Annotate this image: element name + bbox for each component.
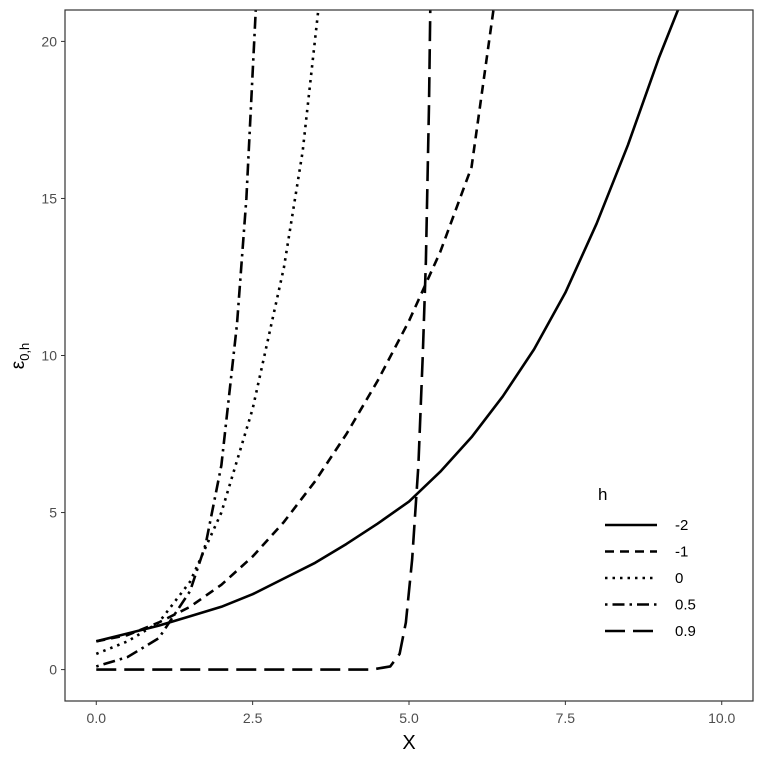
x-tick-label: 7.5 <box>556 710 576 726</box>
plot-curves <box>95 10 680 671</box>
y-tick-label: 10 <box>41 348 57 364</box>
x-tick-label: 2.5 <box>243 710 263 726</box>
x-tick-label: 0.0 <box>87 710 107 726</box>
legend-label-0: -2 <box>675 517 688 534</box>
x-axis-title: X <box>402 732 415 754</box>
x-tick-label: 10.0 <box>708 710 735 726</box>
series-line-3 <box>95 10 258 668</box>
legend-label-3: 0.5 <box>675 597 696 614</box>
legend: h -2 -1 0 0.5 0.9 <box>598 485 696 640</box>
series-line-4 <box>96 10 432 671</box>
legend-label-2: 0 <box>675 570 683 587</box>
x-axis-ticks: 0.0 2.5 5.0 7.5 10.0 <box>87 701 736 726</box>
x-tick-label: 5.0 <box>399 710 419 726</box>
series-line-1 <box>96 10 495 643</box>
y-tick-label: 20 <box>41 33 57 49</box>
series-line-0 <box>95 10 680 643</box>
y-axis-ticks: 0 5 10 15 20 <box>41 33 65 678</box>
y-axis-title-main: ε <box>8 360 29 369</box>
legend-title: h <box>598 485 607 504</box>
y-axis-title-subscript: 0,h <box>17 343 32 361</box>
y-axis-title: ε0,h <box>8 343 32 370</box>
legend-label-1: -1 <box>675 544 688 561</box>
y-tick-label: 15 <box>41 190 57 206</box>
series-line-2 <box>95 10 320 656</box>
y-tick-label: 5 <box>49 505 57 521</box>
y-tick-label: 0 <box>49 662 57 678</box>
legend-label-4: 0.9 <box>675 623 696 640</box>
